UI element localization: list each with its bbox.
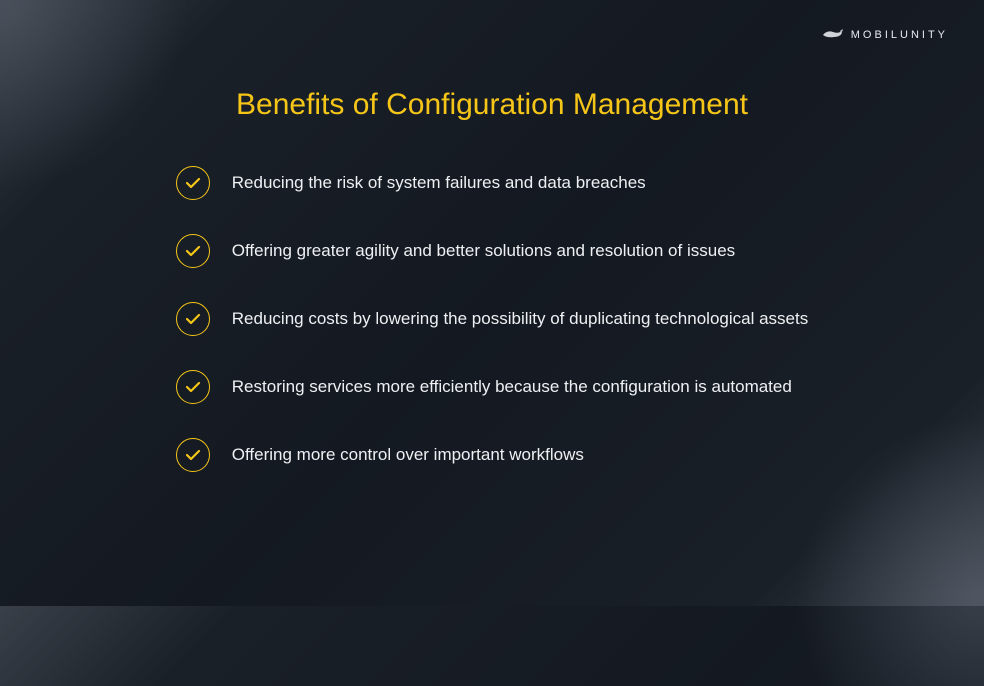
- benefits-list: Reducing the risk of system failures and…: [176, 166, 808, 472]
- brand-text: MOBILUNITY: [851, 29, 948, 41]
- content-area: Benefits of Configuration Management Red…: [0, 88, 984, 472]
- check-icon: [176, 166, 210, 200]
- check-icon: [176, 302, 210, 336]
- list-item-label: Reducing costs by lowering the possibili…: [232, 309, 808, 329]
- list-item-label: Offering greater agility and better solu…: [232, 241, 735, 261]
- list-item-label: Reducing the risk of system failures and…: [232, 173, 646, 193]
- page-title: Benefits of Configuration Management: [236, 88, 748, 122]
- list-item: Restoring services more efficiently beca…: [176, 370, 792, 404]
- list-item: Reducing the risk of system failures and…: [176, 166, 646, 200]
- list-item: Offering more control over important wor…: [176, 438, 584, 472]
- list-item-label: Restoring services more efficiently beca…: [232, 377, 792, 397]
- list-item: Offering greater agility and better solu…: [176, 234, 735, 268]
- list-item: Reducing costs by lowering the possibili…: [176, 302, 808, 336]
- brand-logo: MOBILUNITY: [821, 28, 948, 42]
- check-icon: [176, 234, 210, 268]
- whale-icon: [821, 28, 843, 42]
- list-item-label: Offering more control over important wor…: [232, 445, 584, 465]
- check-icon: [176, 370, 210, 404]
- check-icon: [176, 438, 210, 472]
